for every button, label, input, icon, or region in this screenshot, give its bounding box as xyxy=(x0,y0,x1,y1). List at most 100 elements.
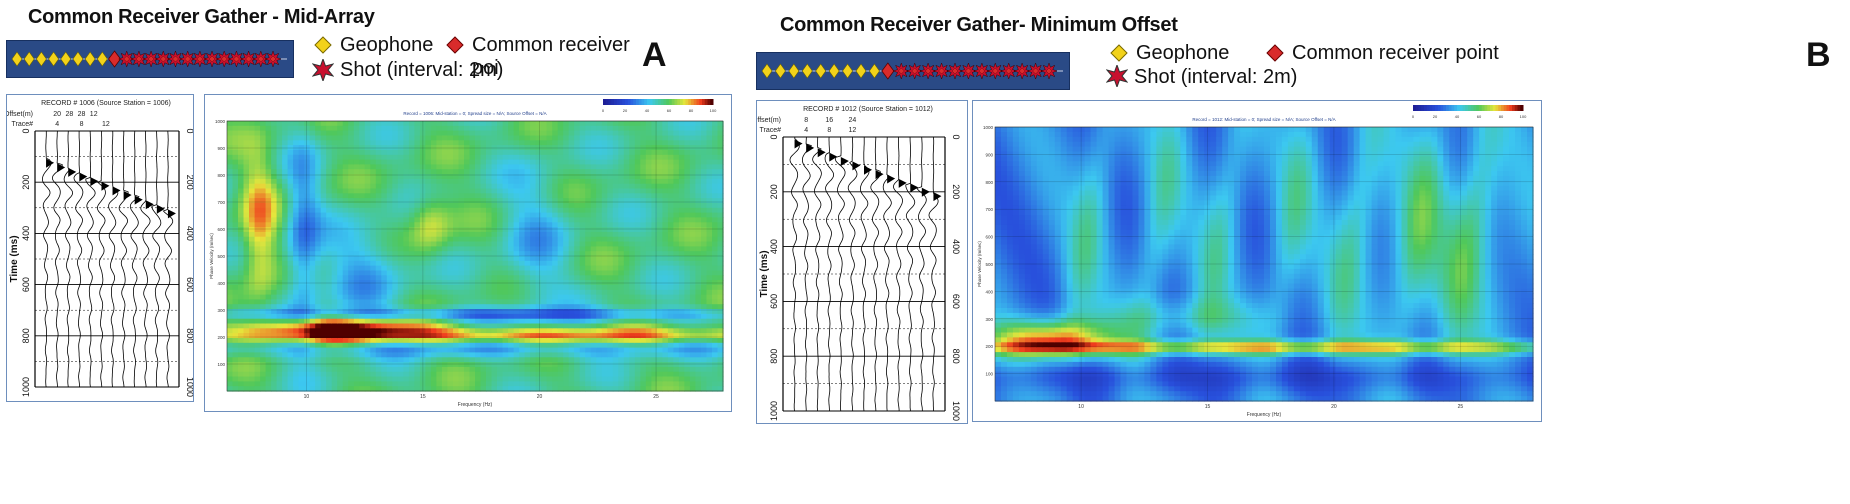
dispersion-cell xyxy=(552,149,559,156)
dispersion-cell xyxy=(475,203,482,209)
dispersion-cell xyxy=(678,381,685,387)
dispersion-cell xyxy=(590,125,597,132)
dispersion-cell xyxy=(590,198,597,204)
dispersion-cell xyxy=(585,145,592,151)
dispersion-cell xyxy=(375,217,382,223)
dispersion-cell xyxy=(530,275,537,281)
dispersion-cell xyxy=(486,328,493,334)
dispersion-cell xyxy=(508,203,515,209)
dispersion-cell xyxy=(563,289,570,296)
dispersion-cell xyxy=(386,193,393,199)
dispersion-cell xyxy=(689,125,696,132)
dispersion-cell xyxy=(585,338,592,344)
dispersion-cell xyxy=(430,130,437,136)
dispersion-cell xyxy=(568,121,575,127)
dispersion-cell xyxy=(629,149,636,156)
gather-offset-value: 28 xyxy=(78,111,86,118)
dispersion-cell xyxy=(634,294,641,300)
dispersion-cell xyxy=(640,294,647,300)
dispersion-cell xyxy=(579,135,586,141)
dispersion-cell xyxy=(497,381,504,387)
dispersion-cell xyxy=(265,328,272,334)
dispersion-cell xyxy=(397,169,404,175)
dispersion-cell xyxy=(453,270,460,276)
dispersion-cell xyxy=(629,183,636,190)
dispersion-cell xyxy=(541,381,548,387)
dispersion-cell xyxy=(623,121,630,127)
dispersion-cell xyxy=(640,140,647,146)
dispersion-cell xyxy=(282,309,289,315)
dispersion-cell xyxy=(502,217,509,223)
dispersion-cell xyxy=(656,130,663,136)
dispersion-cell xyxy=(386,376,393,382)
dispersion-cell xyxy=(574,328,581,334)
dispersion-cell xyxy=(309,270,316,276)
dispersion-cell xyxy=(524,174,531,180)
dispersion-cell xyxy=(419,376,426,382)
dispersion-cell xyxy=(364,294,371,300)
dispersion-cell xyxy=(673,135,680,141)
dispersion-cell xyxy=(309,125,316,132)
dispersion-cell xyxy=(430,227,437,233)
dispersion-cell xyxy=(381,289,388,296)
dispersion-cell xyxy=(678,125,685,132)
dispersion-cell xyxy=(320,154,327,161)
dispersion-cell xyxy=(612,347,619,353)
dispersion-cell xyxy=(535,154,542,161)
dispersion-cell xyxy=(243,159,250,165)
dispersion-cell xyxy=(634,193,641,199)
dispersion-cell xyxy=(397,299,404,305)
dispersion-cell xyxy=(425,174,432,180)
dispersion-cell xyxy=(590,328,597,334)
dispersion-cell xyxy=(430,366,437,373)
dispersion-cell xyxy=(524,304,531,310)
dispersion-cell xyxy=(508,280,515,286)
dispersion-cell xyxy=(480,251,487,257)
dispersion-cell xyxy=(568,289,575,296)
array-geophone-icon xyxy=(23,51,35,67)
dispersion-cell xyxy=(590,246,597,252)
dispersion-cell xyxy=(497,227,504,233)
dispersion-cell xyxy=(425,188,432,194)
dispersion-cell xyxy=(579,260,586,267)
dispersion-cell xyxy=(453,169,460,175)
dispersion-cell xyxy=(425,371,432,378)
colorbar-tick: 60 xyxy=(667,108,672,113)
dispersion-cell xyxy=(408,357,415,363)
dispersion-cell xyxy=(535,203,542,209)
dispersion-cell xyxy=(419,149,426,156)
dispersion-cell xyxy=(568,275,575,281)
dispersion-cell xyxy=(596,371,603,378)
dispersion-cell xyxy=(309,256,316,262)
dispersion-cell xyxy=(441,280,448,286)
dispersion-cell xyxy=(397,149,404,156)
dispersion-cell xyxy=(579,246,586,252)
dispersion-cell xyxy=(590,362,597,368)
dispersion-cell xyxy=(441,174,448,180)
dispersion-cell xyxy=(656,323,663,329)
dispersion-cell xyxy=(524,125,531,132)
dispersion-cell xyxy=(612,289,619,296)
dispersion-cell xyxy=(662,304,669,310)
dispersion-cell xyxy=(364,217,371,223)
dispersion-cell xyxy=(453,289,460,296)
dispersion-cell xyxy=(386,125,393,132)
dispersion-cell xyxy=(414,260,421,267)
dispersion-cell xyxy=(353,212,360,218)
dispersion-cell xyxy=(508,366,515,373)
dispersion-cell xyxy=(425,154,432,161)
dispersion-cell xyxy=(513,178,520,185)
dispersion-cell xyxy=(364,275,371,281)
dispersion-cell xyxy=(342,222,349,228)
dispersion-cell xyxy=(359,251,366,257)
dispersion-cell xyxy=(419,164,426,170)
dispersion-cell xyxy=(508,236,515,243)
dispersion-cell xyxy=(419,280,426,286)
dispersion-cell xyxy=(662,284,669,291)
dispersion-cell xyxy=(260,236,267,243)
dispersion-cell xyxy=(282,212,289,218)
dispersion-cell xyxy=(623,198,630,204)
dispersion-cell xyxy=(513,174,520,180)
dispersion-cell xyxy=(574,169,581,175)
dispersion-cell xyxy=(618,260,625,267)
